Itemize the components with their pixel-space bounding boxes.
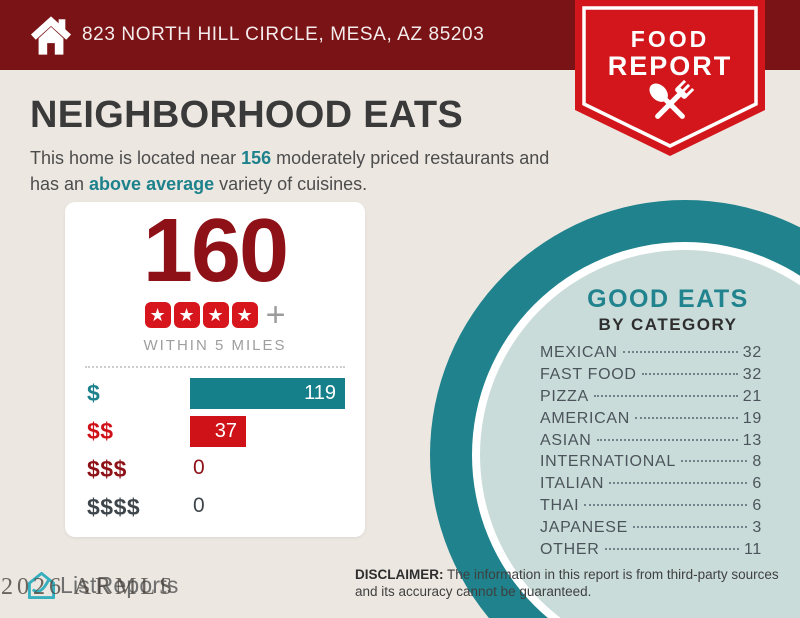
category-dots [641, 372, 738, 375]
utensils-icon [649, 79, 695, 119]
armls-watermark: 2026 ARMLS [1, 574, 177, 600]
badge-label-food: FOOD [630, 26, 710, 52]
category-dots [593, 394, 738, 397]
price-label: $ [87, 379, 101, 406]
disclaimer-text: The information in this report is from t… [355, 567, 779, 599]
category-name: ITALIAN [540, 475, 605, 493]
intro-count: 156 [241, 148, 272, 168]
category-dots [609, 482, 748, 485]
price-label: $$$ [87, 455, 127, 482]
summary-card: 160 ★ ★ ★ ★ + WITHIN 5 MILES $ 119 $$ 37 $$$ [65, 202, 365, 537]
category-row: THAI 6 [540, 497, 762, 519]
category-dots [635, 416, 738, 419]
price-value: 0 [193, 455, 205, 479]
page-title: NEIGHBORHOOD EATS [30, 94, 463, 136]
category-row: JAPANESE 3 [540, 519, 762, 541]
good-eats-title: GOOD EATS [587, 285, 749, 313]
category-count: 11 [743, 541, 762, 559]
disclaimer-label: DISCLAIMER: [355, 567, 444, 582]
star-icon: ★ [173, 302, 200, 328]
category-dots [622, 351, 738, 353]
intro-pre: This home is located near [30, 148, 242, 168]
plus-sign: + [265, 296, 286, 334]
star-icon: ★ [144, 302, 171, 328]
star-icon: ★ [231, 302, 258, 328]
category-name: INTERNATIONAL [540, 453, 676, 471]
within-miles-caption: WITHIN 5 MILES [143, 337, 287, 354]
food-report-badge: FOOD REPORT [575, 0, 765, 158]
category-dots [604, 548, 739, 551]
category-row: FAST FOOD 32 [540, 366, 762, 388]
house-logo-icon [27, 571, 56, 600]
category-count: 19 [742, 409, 762, 427]
disclaimer: DISCLAIMER: The information in this repo… [355, 567, 800, 601]
price-label: $$$$ [87, 493, 141, 520]
restaurant-count: 160 [142, 201, 289, 301]
category-name: PIZZA [540, 387, 589, 405]
price-bar-zone: 0 [190, 454, 345, 485]
price-row: $$$ 0 [65, 450, 365, 488]
star-rating: ★ ★ ★ ★ + [65, 296, 365, 334]
intro-mid: moderately priced restaurants and has an [30, 148, 550, 194]
listreports-logo: ListReports [27, 571, 179, 600]
price-row: $ 119 [65, 374, 365, 412]
price-bar-zone: 37 [190, 415, 345, 447]
category-dots [680, 460, 748, 463]
intro-text: This home is located near 156 moderately… [30, 146, 578, 197]
category-name: OTHER [540, 541, 600, 559]
category-count: 13 [742, 431, 762, 449]
category-row: ASIAN 13 [540, 432, 762, 454]
category-row: PIZZA 21 [540, 388, 762, 410]
star-icon: ★ [202, 302, 229, 328]
price-row: $$$$ 0 [65, 488, 365, 526]
category-dots [584, 504, 748, 507]
home-icon [30, 16, 72, 55]
badge-ribbon-shape [575, 0, 765, 156]
category-count: 3 [752, 519, 762, 537]
category-row: MEXICAN 32 [540, 344, 762, 366]
price-bar-zone: 119 [190, 377, 345, 409]
category-name: ASIAN [540, 431, 592, 449]
category-dots [633, 526, 748, 529]
category-name: AMERICAN [540, 409, 631, 427]
category-count: 8 [752, 453, 762, 471]
category-row: OTHER 11 [540, 541, 762, 563]
category-list: MEXICAN 32 FAST FOOD 32 PIZZA 21 AMERICAN 19… [540, 344, 762, 563]
category-name: THAI [540, 497, 580, 515]
category-count: 32 [742, 344, 762, 361]
category-row: INTERNATIONAL 8 [540, 453, 762, 475]
price-label: $$ [87, 417, 114, 444]
category-count: 6 [752, 497, 762, 515]
category-dots [596, 438, 738, 441]
logo-wordmark: ListReports [60, 572, 179, 598]
good-eats-subtitle: BY CATEGORY [598, 315, 738, 334]
badge-label-report: REPORT [607, 51, 733, 81]
category-row: AMERICAN 19 [540, 410, 762, 432]
category-name: JAPANESE [540, 519, 628, 537]
intro-highlight: above average [89, 173, 215, 194]
category-row: ITALIAN 6 [540, 475, 762, 497]
card-divider [85, 366, 345, 368]
category-count: 32 [742, 365, 762, 383]
property-address: 823 NORTH HILL CIRCLE, MESA, AZ 85203 [82, 24, 485, 45]
price-bar: 37 [190, 415, 246, 447]
category-count: 21 [742, 387, 762, 405]
intro-post: variety of cuisines. [214, 173, 368, 194]
category-name: MEXICAN [540, 344, 618, 361]
price-value: 0 [193, 493, 205, 517]
price-bar: 119 [190, 377, 345, 409]
price-bar-chart: $ 119 $$ 37 $$$ 0 $$$$ 0 [65, 374, 365, 526]
price-row: $$ 37 [65, 412, 365, 450]
category-name: FAST FOOD [540, 365, 637, 383]
price-bar-zone: 0 [190, 492, 345, 523]
category-count: 6 [752, 475, 762, 493]
